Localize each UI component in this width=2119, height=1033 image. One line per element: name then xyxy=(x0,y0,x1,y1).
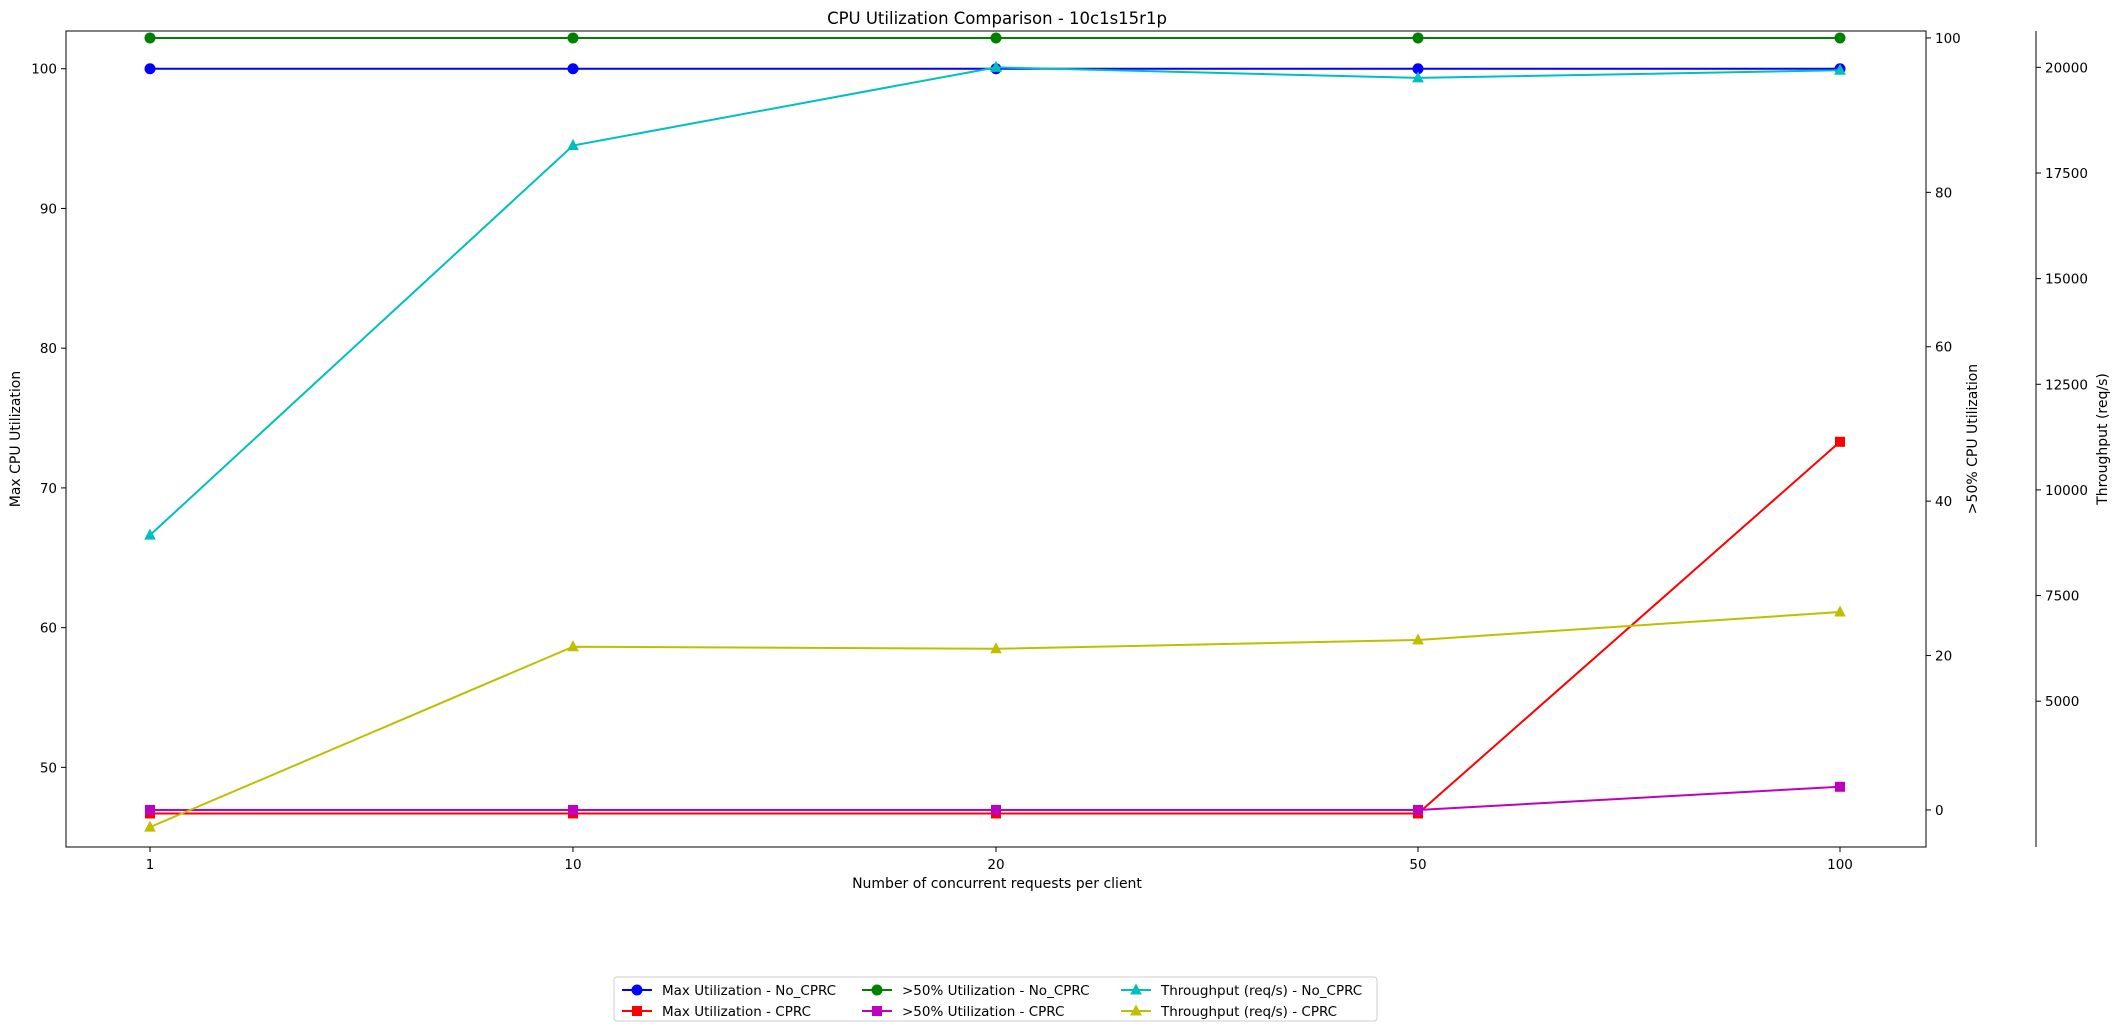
data-point xyxy=(990,32,1002,44)
x-axis-title: Number of concurrent requests per client xyxy=(852,876,1142,892)
data-point xyxy=(990,60,1002,72)
legend-entry: Max Utilization - No_CPRC xyxy=(622,983,836,999)
right1-y-tick-label: 100 xyxy=(1935,31,1961,47)
data-point xyxy=(990,642,1002,654)
left-y-tick-label: 90 xyxy=(40,201,57,217)
right2-y-tick-label: 15000 xyxy=(2045,272,2088,288)
data-point xyxy=(991,804,1001,815)
right1-y-axis-title: >50% CPU Utilization xyxy=(1965,364,1981,514)
series-2 xyxy=(144,32,1846,44)
x-axis: 1 10 20 50 100 xyxy=(146,847,1853,873)
data-point xyxy=(567,32,579,44)
legend-label: Max Utilization - CPRC xyxy=(662,1004,811,1020)
series-3 xyxy=(145,781,1845,815)
right2-y-tick-label: 12500 xyxy=(2045,377,2088,393)
legend-marker xyxy=(872,1006,882,1016)
right2-y-tick-label: 7500 xyxy=(2045,589,2079,605)
data-point xyxy=(567,63,579,75)
data-point xyxy=(1834,605,1846,617)
legend-marker xyxy=(631,984,643,996)
right-y-axis-throughput: 5000 7500 10000 12500 15000 17500 20000 Through… xyxy=(2035,31,2111,847)
right1-y-tick-label: 60 xyxy=(1935,340,1952,356)
data-point xyxy=(568,804,578,815)
right-y-axis-utilization: 0 20 40 60 80 100 >50% CPU Utilization xyxy=(1926,31,1981,819)
legend-entry: Throughput (req/s) - CPRC xyxy=(1121,1004,1337,1020)
left-y-axis-title: Max CPU Utilization xyxy=(8,371,24,507)
data-point xyxy=(1412,32,1424,44)
right1-y-tick-label: 0 xyxy=(1935,803,1944,819)
data-point xyxy=(1412,71,1424,83)
series-layer xyxy=(144,32,1846,832)
data-point xyxy=(1834,63,1846,75)
x-tick-label: 20 xyxy=(987,857,1004,873)
data-point xyxy=(144,820,156,832)
x-tick-label: 10 xyxy=(564,857,581,873)
right2-y-tick-label: 10000 xyxy=(2045,483,2088,499)
data-point xyxy=(145,804,155,815)
chart-title: CPU Utilization Comparison - 10c1s15r1p xyxy=(827,9,1167,28)
data-point xyxy=(567,640,579,652)
data-point xyxy=(567,138,579,151)
right2-y-tick-label: 17500 xyxy=(2045,166,2088,182)
legend-entry: Throughput (req/s) - No_CPRC xyxy=(1121,983,1362,999)
legend: Max Utilization - No_CPRC Max Utilization… xyxy=(613,976,1378,1022)
legend-label: >50% Utilization - No_CPRC xyxy=(902,983,1090,999)
x-tick-label: 1 xyxy=(146,857,155,873)
x-tick-label: 50 xyxy=(1409,857,1426,873)
data-point xyxy=(144,32,156,44)
legend-label: Max Utilization - No_CPRC xyxy=(662,983,836,999)
left-y-tick-label: 100 xyxy=(31,62,57,78)
legend-label: Throughput (req/s) - CPRC xyxy=(1160,1004,1337,1020)
data-point xyxy=(144,63,156,75)
left-y-tick-label: 60 xyxy=(40,621,57,637)
legend-box xyxy=(613,976,1378,1022)
data-point xyxy=(1413,804,1423,815)
legend-marker xyxy=(871,984,883,996)
legend-marker xyxy=(1130,1004,1142,1016)
series-4 xyxy=(144,60,1846,540)
series-5 xyxy=(144,605,1846,832)
data-point xyxy=(1412,633,1424,645)
legend-marker xyxy=(1130,983,1142,995)
right1-y-tick-label: 20 xyxy=(1935,649,1952,665)
legend-marker xyxy=(632,1006,642,1016)
x-tick-label: 100 xyxy=(1827,857,1853,873)
left-y-tick-label: 50 xyxy=(40,760,57,776)
legend-entry: Max Utilization - CPRC xyxy=(622,1004,811,1020)
right2-y-tick-label: 20000 xyxy=(2045,60,2088,76)
legend-label: Throughput (req/s) - No_CPRC xyxy=(1160,983,1362,999)
right1-y-tick-label: 80 xyxy=(1935,185,1952,201)
left-y-axis: 50 60 70 80 90 100 Max CPU Utilization xyxy=(8,62,66,776)
data-point xyxy=(1835,436,1845,447)
left-y-tick-label: 80 xyxy=(40,341,57,357)
data-point xyxy=(1835,781,1845,792)
legend-entry: >50% Utilization - CPRC xyxy=(862,1004,1064,1020)
data-point xyxy=(1834,32,1846,44)
data-point xyxy=(144,528,156,540)
legend-label: >50% Utilization - CPRC xyxy=(902,1004,1064,1020)
left-y-tick-label: 70 xyxy=(40,481,57,497)
right1-y-tick-label: 40 xyxy=(1935,494,1952,510)
right2-y-axis-title: Throughput (req/s) xyxy=(2095,373,2111,506)
legend-entry: >50% Utilization - No_CPRC xyxy=(862,983,1090,999)
right2-y-tick-label: 5000 xyxy=(2045,694,2079,710)
